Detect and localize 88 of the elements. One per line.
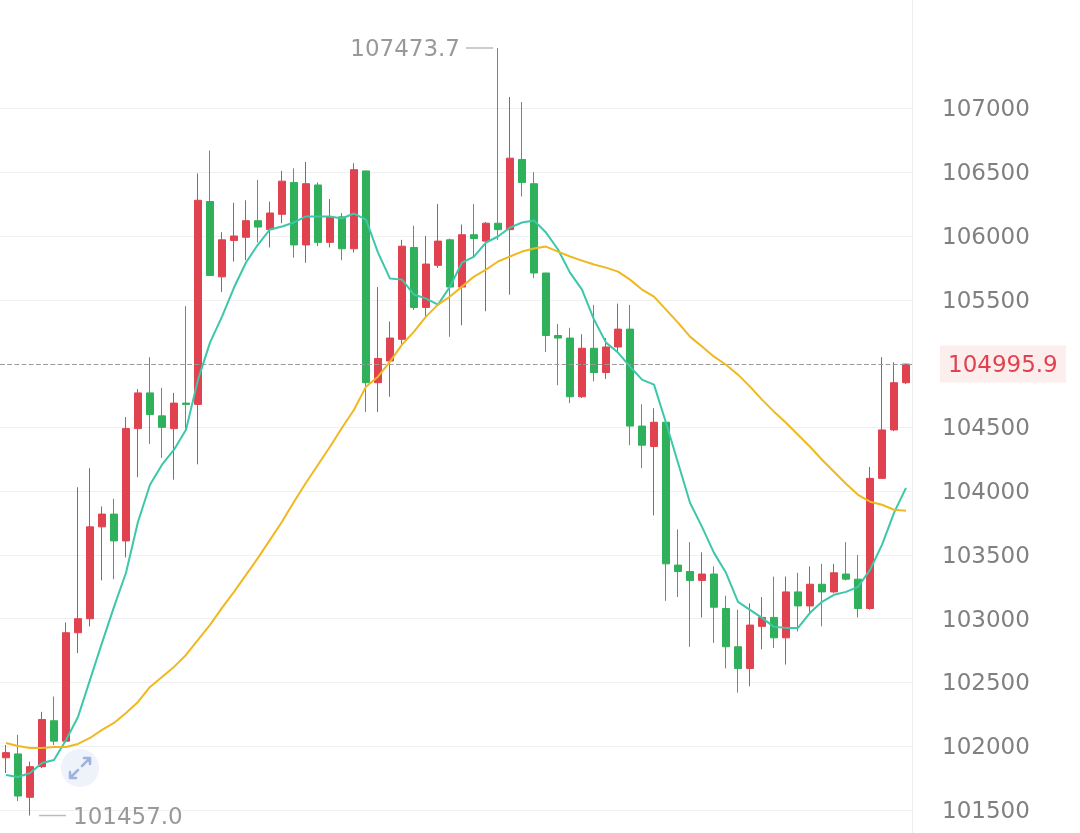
- candlestick: [446, 238, 454, 338]
- candlestick: [386, 320, 394, 398]
- candlestick: [170, 392, 178, 481]
- candlestick: [302, 161, 310, 264]
- candlestick: [158, 387, 166, 459]
- y-tick-label: 101500: [942, 797, 1030, 824]
- candlestick: [458, 224, 466, 326]
- candlestick: [326, 198, 334, 248]
- candlestick: [26, 761, 34, 817]
- candlestick: [290, 167, 298, 259]
- candlestick: [266, 201, 274, 248]
- y-tick-label: 106500: [942, 159, 1030, 186]
- candlestick: [218, 231, 226, 293]
- candlestick: [134, 388, 142, 478]
- candlestick: [566, 327, 574, 404]
- candlestick: [14, 734, 22, 802]
- candlestick: [806, 565, 814, 613]
- candlestick: [62, 622, 70, 743]
- candlestick: [110, 498, 118, 580]
- candlestick: [434, 203, 442, 269]
- candlestick: [146, 356, 154, 445]
- candlestick: [674, 528, 682, 598]
- y-tick-label: 105500: [942, 286, 1030, 313]
- candlestick: [338, 212, 346, 261]
- candlestick: [770, 576, 778, 649]
- annotation: 107473.7: [350, 35, 460, 61]
- candlestick: [122, 416, 130, 558]
- candlestick: [830, 563, 838, 594]
- y-tick-label: 107000: [942, 95, 1030, 122]
- candlestick: [590, 304, 598, 382]
- candlestick: [902, 363, 910, 385]
- candlestick: [314, 181, 322, 247]
- candlestick: [374, 286, 382, 413]
- candlestick: [278, 170, 286, 224]
- candlestick: [470, 203, 478, 257]
- y-tick-label: 102000: [942, 733, 1030, 760]
- candlestick: [686, 541, 694, 648]
- y-tick-label: 103000: [942, 605, 1030, 632]
- candlestick: [782, 576, 790, 666]
- candlestick: [626, 304, 634, 446]
- y-tick-label: 104500: [942, 414, 1030, 441]
- candlestick: [206, 150, 214, 277]
- candlestick: [74, 486, 82, 654]
- candlestick: [530, 171, 538, 279]
- candlestick: [98, 505, 106, 581]
- ref-line-label: 104995.9: [948, 351, 1058, 378]
- candlestick: [794, 572, 802, 632]
- candlestick: [734, 609, 742, 694]
- candlestick: [722, 595, 730, 669]
- y-tick-label: 106000: [942, 223, 1030, 249]
- candlestick: [86, 467, 94, 627]
- candlestick: [662, 421, 670, 602]
- candlestick: [242, 199, 250, 261]
- candlestick: [854, 554, 862, 618]
- candlestick: [818, 563, 826, 627]
- candlestick: [38, 711, 46, 769]
- candlestick: [494, 47, 502, 241]
- candlestick: [554, 323, 562, 386]
- y-tick-label: 102500: [942, 669, 1030, 696]
- candlestick: [254, 179, 262, 243]
- candlestick: [542, 272, 550, 353]
- candlestick: [422, 235, 430, 319]
- candlestick: [890, 361, 898, 432]
- candlestick: [866, 466, 874, 611]
- candlestick: [230, 202, 238, 263]
- candlestick: [698, 551, 706, 618]
- candlestick: [602, 337, 610, 380]
- candlestick: [2, 744, 10, 774]
- y-tick-label: 104000: [942, 478, 1030, 505]
- candlestick: [578, 333, 586, 399]
- candlestick: [518, 101, 526, 197]
- candlestick: [614, 303, 622, 353]
- candlestick: [842, 541, 850, 581]
- candlestick: [710, 565, 718, 644]
- candlestick: [194, 172, 202, 465]
- candlestick: [362, 170, 370, 413]
- candlestick: [650, 407, 658, 516]
- annotation: 101457.0: [73, 802, 183, 829]
- candlestick: [398, 239, 406, 347]
- candlestick: [482, 221, 490, 312]
- y-tick-label: 103500: [942, 541, 1030, 568]
- candlestick: [50, 696, 58, 746]
- candlestick: [746, 602, 754, 687]
- candlestick: [878, 356, 886, 479]
- candlestick: [350, 162, 358, 254]
- candlestick: [638, 403, 646, 469]
- candlestick: [410, 225, 418, 311]
- candlestick: [506, 96, 514, 296]
